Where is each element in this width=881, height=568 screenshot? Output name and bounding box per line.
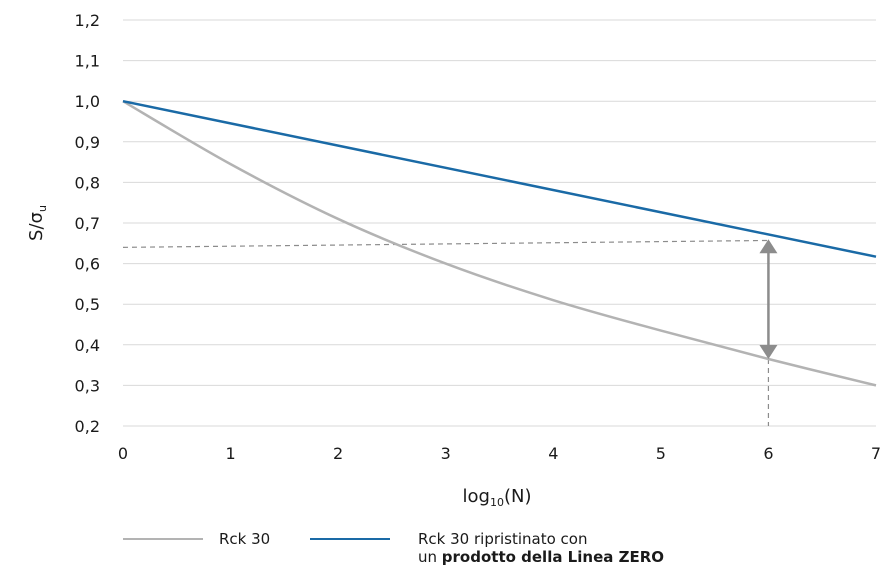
series-line-rck30-ripristinato: [122, 99, 877, 258]
legend-label-rck30: Rck 30: [219, 530, 271, 548]
legend-label-line1: Rck 30 ripristinato con: [418, 530, 588, 548]
arrow-head-up: [759, 239, 778, 254]
legend-label-rck30-ripristinato: Rck 30 ripristinato con un prodotto dell…: [418, 530, 664, 566]
double-arrow: [759, 239, 778, 360]
x-tick-label: 2: [333, 444, 343, 463]
legend-label-line2: un prodotto della Linea ZERO: [418, 548, 665, 566]
x-tick-label: 1: [225, 444, 235, 463]
y-tick-label: 0,5: [75, 295, 100, 314]
y-tick-label: 0,8: [75, 173, 100, 192]
x-tick-label: 3: [441, 444, 451, 463]
y-tick-label: 1,0: [75, 92, 100, 111]
arrow-head-down: [759, 345, 778, 360]
y-tick-label: 0,4: [75, 336, 100, 355]
y-axis-title: S/σu: [26, 205, 49, 241]
series-line-rck30: [122, 100, 877, 387]
line-chart: 0,2 0,3 0,4 0,5 0,6 0,7 0,8 0,9 1,0 1,1 1,2 0 1 2 3 4 5 6…: [26, 11, 881, 509]
x-axis-title: log10(N): [463, 486, 532, 509]
x-tick-label: 4: [548, 444, 558, 463]
y-tick-label: 1,2: [75, 11, 100, 30]
legend-swatch-rck30-ripristinato: [310, 538, 390, 540]
series-lines: [122, 99, 877, 387]
dashed-reference-line: [122, 239, 769, 248]
x-tick-label: 7: [871, 444, 881, 463]
x-tick-label: 0: [118, 444, 128, 463]
y-tick-label: 0,9: [75, 133, 100, 152]
y-tick-label: 0,3: [75, 376, 100, 395]
y-tick-label: 0,6: [75, 255, 100, 274]
x-tick-label: 5: [656, 444, 666, 463]
x-tick-label: 6: [763, 444, 773, 463]
legend: Rck 30 Rck 30 ripristinato con un prodot…: [0, 524, 881, 568]
y-tick-label: 0,7: [75, 214, 100, 233]
legend-swatch-rck30: [123, 538, 203, 540]
y-tick-label: 1,1: [75, 52, 100, 71]
tick-labels: 0,2 0,3 0,4 0,5 0,6 0,7 0,8 0,9 1,0 1,1 1,2 0 1 2 3 4 5 6…: [75, 11, 881, 463]
y-tick-label: 0,2: [75, 417, 100, 436]
annotations: [122, 239, 770, 426]
grid-lines: [123, 19, 876, 427]
